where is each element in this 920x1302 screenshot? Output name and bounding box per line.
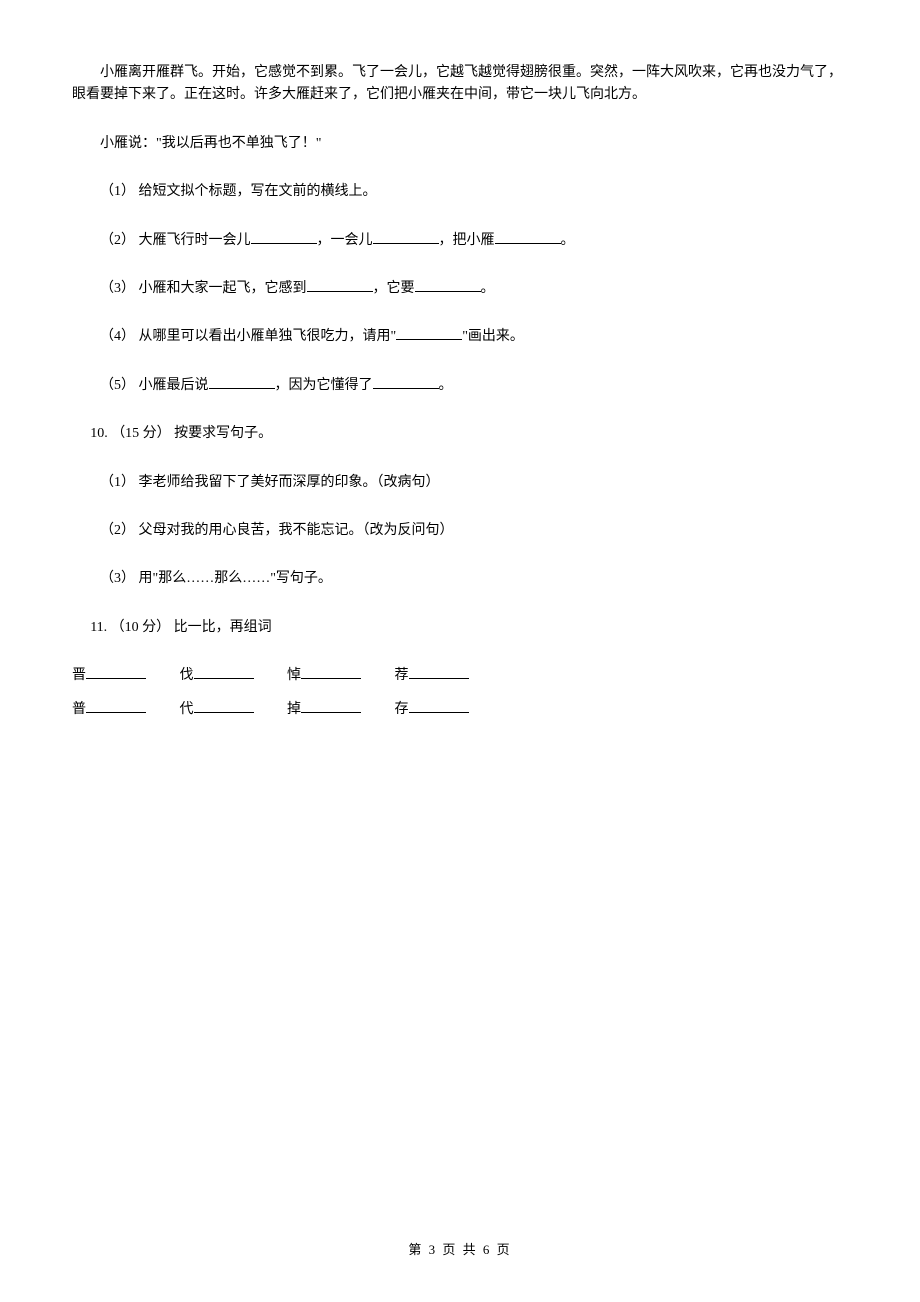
char-label: 荐 <box>395 668 409 683</box>
question-4: （4） 从哪里可以看出小雁单独飞很吃力，请用" "画出来。 <box>72 326 848 348</box>
q2-text-end: 。 <box>561 233 575 248</box>
char-blank <box>301 665 361 679</box>
question-2: （2） 大雁飞行时一会儿 ，一会儿 ，把小雁 。 <box>72 230 848 252</box>
char-blank <box>194 665 254 679</box>
char-blank <box>409 665 469 679</box>
q4-text-pre: （4） 从哪里可以看出小雁单独飞很吃力，请用" <box>100 329 396 344</box>
char-label: 普 <box>72 702 86 717</box>
char-label: 伐 <box>180 668 194 683</box>
char-blank <box>301 699 361 713</box>
q5-text-pre: （5） 小雁最后说 <box>100 378 209 393</box>
q4-text-end: "画出来。 <box>462 329 524 344</box>
section-10-sub-1: （1） 李老师给我留下了美好而深厚的印象。（改病句） <box>72 472 848 494</box>
q2-blank-1 <box>251 230 317 244</box>
char-label: 悼 <box>287 668 301 683</box>
question-1: （1） 给短文拟个标题，写在文前的横线上。 <box>72 181 848 203</box>
q3-text-end: 。 <box>481 281 495 296</box>
paragraph-2: 小雁说："我以后再也不单独飞了！" <box>72 133 848 155</box>
q2-blank-2 <box>373 230 439 244</box>
char-group: 悼 <box>287 665 361 687</box>
page-footer: 第 3 页 共 6 页 <box>0 1239 920 1258</box>
char-blank <box>194 699 254 713</box>
question-3: （3） 小雁和大家一起飞，它感到 ，它要 。 <box>72 278 848 300</box>
q5-blank-1 <box>209 375 275 389</box>
char-group: 普 <box>72 699 146 721</box>
q5-text-end: 。 <box>439 378 453 393</box>
q3-blank-2 <box>415 278 481 292</box>
char-group: 存 <box>395 699 469 721</box>
document-body: 小雁离开雁群飞。开始，它感觉不到累。飞了一会儿，它越飞越觉得翅膀很重。突然，一阵… <box>72 62 848 722</box>
question-5: （5） 小雁最后说 ，因为它懂得了 。 <box>72 375 848 397</box>
char-group: 荐 <box>395 665 469 687</box>
char-group: 伐 <box>180 665 254 687</box>
section-10-sub-2: （2） 父母对我的用心良苦，我不能忘记。（改为反问句） <box>72 520 848 542</box>
q3-text-mid: ，它要 <box>373 281 415 296</box>
section-10-sub-3: （3） 用"那么……那么……"写句子。 <box>72 568 848 590</box>
q3-blank-1 <box>307 278 373 292</box>
char-label: 掉 <box>287 702 301 717</box>
q5-text-mid: ，因为它懂得了 <box>275 378 373 393</box>
section-10-lead: 10. （15 分） 按要求写句子。 <box>72 423 848 445</box>
q2-text-pre: （2） 大雁飞行时一会儿 <box>100 233 251 248</box>
char-row-1: 晋 伐 悼 荐 <box>72 665 848 687</box>
q2-blank-3 <box>495 230 561 244</box>
q3-text-pre: （3） 小雁和大家一起飞，它感到 <box>100 281 307 296</box>
char-blank <box>86 699 146 713</box>
q5-blank-2 <box>373 375 439 389</box>
char-group: 代 <box>180 699 254 721</box>
section-11-lead: 11. （10 分） 比一比，再组词 <box>72 617 848 639</box>
q2-text-mid1: ，一会儿 <box>317 233 373 248</box>
char-blank <box>409 699 469 713</box>
char-label: 代 <box>180 702 194 717</box>
char-label: 存 <box>395 702 409 717</box>
q2-text-mid2: ，把小雁 <box>439 233 495 248</box>
char-row-2: 普 代 掉 存 <box>72 699 848 721</box>
char-label: 晋 <box>72 668 86 683</box>
paragraph-1: 小雁离开雁群飞。开始，它感觉不到累。飞了一会儿，它越飞越觉得翅膀很重。突然，一阵… <box>72 62 848 107</box>
char-group: 晋 <box>72 665 146 687</box>
char-blank <box>86 665 146 679</box>
char-group: 掉 <box>287 699 361 721</box>
q4-blank-1 <box>396 326 462 340</box>
